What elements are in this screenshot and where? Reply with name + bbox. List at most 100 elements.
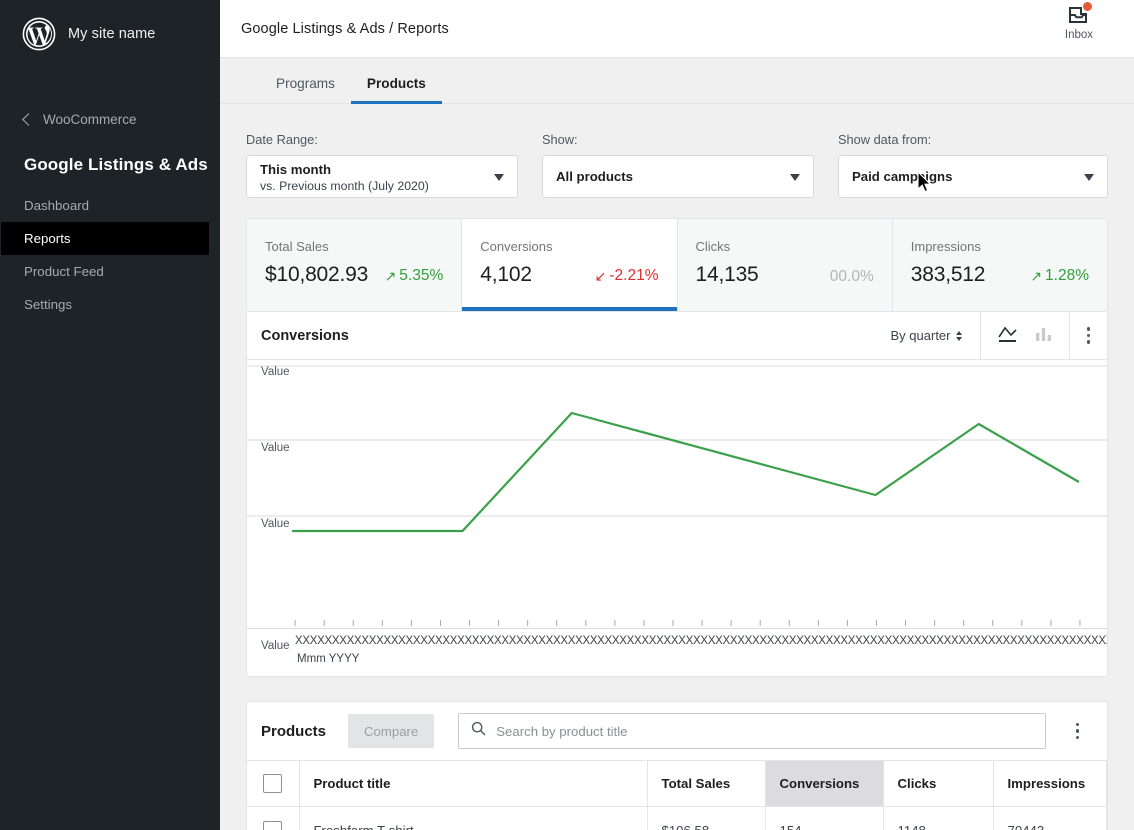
summary-cards: Total Sales $10,802.93 ↗ 5.35% Conversio… (246, 218, 1108, 312)
ellipsis-dot (1075, 735, 1079, 740)
column-impressions[interactable]: Impressions (993, 760, 1107, 807)
search-input[interactable] (496, 723, 1034, 739)
card-delta: ↙ -2.21% (595, 267, 659, 285)
table-row[interactable]: Freshfarm T-shirt $106.58 154 1148 70443 (247, 806, 1107, 830)
cell-clicks: 1148 (883, 806, 994, 830)
sidebar-back-woocommerce[interactable]: WooCommerce (0, 104, 220, 135)
tab-programs[interactable]: Programs (276, 76, 335, 91)
show-select[interactable]: All products (542, 155, 814, 198)
chevron-down-icon (790, 173, 800, 181)
site-name-label: My site name (68, 26, 156, 42)
card-delta-value: 00.0% (829, 268, 874, 285)
notification-badge (1083, 2, 1092, 11)
top-bar: Google Listings & Ads / Reports Inbox (220, 0, 1134, 58)
ellipsis-dot (1086, 333, 1090, 338)
select-all-header[interactable] (247, 760, 300, 807)
card-value: 383,512 (910, 263, 986, 286)
bar-chart-icon[interactable] (1034, 324, 1053, 348)
card-value: 14,135 (695, 263, 759, 286)
x-axis-value-label: Value (261, 640, 290, 652)
chart-title: Conversions (261, 327, 349, 344)
line-chart-icon[interactable] (997, 324, 1018, 348)
trend-down-icon: ↙ (594, 268, 607, 284)
card-label: Clicks (695, 239, 731, 254)
column-clicks[interactable]: Clicks (883, 760, 994, 807)
ellipsis-dot (1086, 340, 1090, 344)
sort-updown-icon (955, 330, 962, 341)
date-range-select[interactable]: This month vs. Previous month (July 2020… (246, 155, 518, 198)
summary-card-conversions[interactable]: Conversions 4,102 ↙ -2.21% (462, 219, 678, 311)
cell-conversions: 154 (765, 806, 884, 830)
chart-x-axis: Value XXXXXXXXXXXXXXXXXXXXXXXXXXXXXXXXXX… (247, 628, 1107, 676)
sidebar-item-dashboard[interactable]: Dashboard (24, 198, 90, 213)
ellipsis-dot (1075, 722, 1079, 727)
compare-button[interactable]: Compare (348, 714, 435, 748)
chevron-left-icon (22, 113, 35, 126)
select-all-checkbox[interactable] (263, 774, 282, 793)
sidebar-item-product-feed[interactable]: Product Feed (24, 264, 104, 279)
trend-up-icon: ↗ (1030, 268, 1043, 284)
table-header-row: Product title Total Sales Conversions Cl… (247, 760, 1107, 807)
breadcrumb: Google Listings & Ads / Reports (241, 20, 449, 37)
show-filter: Show: All products (542, 132, 814, 198)
card-value: 4,102 (480, 263, 532, 286)
card-value: $10,802.93 (265, 263, 369, 286)
row-checkbox[interactable] (263, 821, 282, 830)
products-table-toolbar: Products Compare (247, 702, 1107, 760)
summary-card-impressions[interactable]: Impressions 383,512 ↗ 1.28% (892, 219, 1107, 311)
show-label: Show: (542, 132, 578, 147)
card-label: Total Sales (265, 239, 329, 254)
y-tick-label: Value (261, 442, 290, 454)
date-range-filter: Date Range: This month vs. Previous mont… (246, 132, 518, 198)
sidebar-item-settings[interactable]: Settings (24, 297, 73, 312)
show-data-from-label: Show data from: (838, 132, 932, 147)
x-axis-sublabel: Mmm YYYY (297, 653, 360, 665)
site-header[interactable]: My site name (0, 0, 220, 68)
sidebar-item-reports[interactable]: Reports (1, 222, 209, 255)
product-search-wrapper[interactable] (458, 713, 1047, 749)
chart-x-tick-marks (294, 620, 1110, 626)
card-delta: ↗ 5.35% (385, 267, 444, 285)
chevron-down-icon (1084, 173, 1094, 181)
main-area: Google Listings & Ads / Reports Inbox Pr… (220, 0, 1134, 830)
cell-product-title: Freshfarm T-shirt (299, 806, 648, 830)
products-title: Products (261, 722, 327, 740)
sidebar-section-title: Google Listings & Ads (24, 155, 208, 174)
cell-impressions: 70443 (993, 806, 1107, 830)
show-value: All products (556, 169, 633, 184)
ellipsis-dot (1075, 729, 1079, 733)
column-product-title[interactable]: Product title (299, 760, 648, 807)
date-range-value: This month (260, 161, 332, 177)
chart-interval-select[interactable]: By quarter (891, 328, 980, 343)
sidebar: My site name WooCommerce Google Listings… (0, 0, 220, 830)
summary-card-total-sales[interactable]: Total Sales $10,802.93 ↗ 5.35% (247, 219, 463, 311)
mouse-cursor (917, 170, 932, 198)
filters-row: Date Range: This month vs. Previous mont… (246, 104, 1108, 198)
summary-card-clicks[interactable]: Clicks 14,135 00.0% (677, 219, 893, 311)
date-range-label: Date Range: (246, 132, 318, 147)
chart-type-toggle (979, 312, 1069, 359)
chevron-down-icon (494, 173, 504, 181)
inbox-button[interactable]: Inbox (1048, 2, 1110, 41)
row-select-cell[interactable] (247, 806, 300, 830)
show-data-from-select[interactable]: Paid campaigns (838, 155, 1108, 198)
show-data-from-value: Paid campaigns (852, 169, 953, 184)
column-total-sales[interactable]: Total Sales (647, 760, 766, 807)
tab-bar: Programs Products (220, 58, 1134, 104)
trend-up-icon: ↗ (384, 268, 397, 284)
date-range-comparison: vs. Previous month (July 2020) (260, 178, 429, 193)
tab-products[interactable]: Products (350, 76, 442, 104)
column-conversions[interactable]: Conversions (765, 760, 884, 807)
products-table-head: Product title Total Sales Conversions Cl… (247, 760, 1107, 807)
x-axis-placeholder-ticks: XXXXXXXXXXXXXXXXXXXXXXXXXXXXXXXXXXXXXXXX… (295, 635, 1107, 647)
products-table: Product title Total Sales Conversions Cl… (247, 760, 1107, 830)
chart-gridlines (247, 365, 1107, 517)
chart-series-line (292, 411, 1080, 533)
products-menu-button[interactable] (1062, 722, 1094, 740)
chart-interval-label: By quarter (890, 328, 951, 343)
chart-menu-button[interactable] (1068, 312, 1108, 359)
products-table-body: Freshfarm T-shirt $106.58 154 1148 70443… (247, 806, 1107, 830)
chart-plot-area: Value Value Value (247, 360, 1110, 628)
card-label: Impressions (910, 239, 981, 254)
